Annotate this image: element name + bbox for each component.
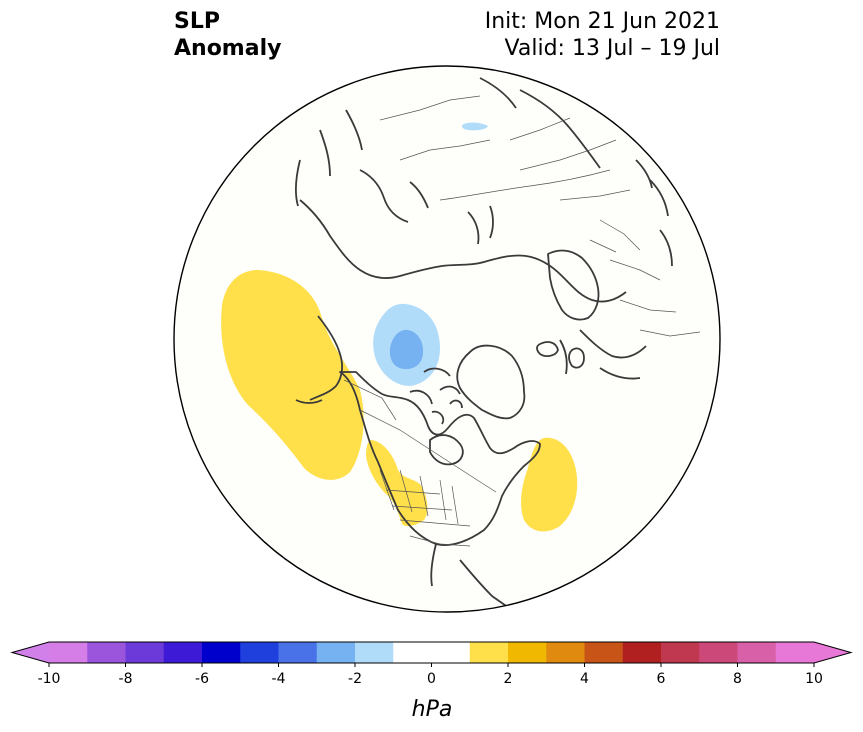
colorbar-tick-label: 10 [805, 671, 823, 687]
colorbar-segment [622, 642, 662, 663]
colorbar-segment [508, 642, 547, 663]
colorbar-segment [355, 642, 394, 663]
border-central-asia [509, 117, 631, 201]
border-us-canada [359, 409, 497, 493]
colorbar-tick-label: -8 [119, 671, 133, 687]
colorbar-segment [661, 642, 700, 663]
coast-mediterranean [635, 159, 673, 267]
map-title: SLP Anomaly [174, 8, 281, 62]
colorbar-tick-label: 2 [504, 671, 513, 687]
coast-novaya-zemlya [467, 205, 494, 245]
colorbar-tick-label: 0 [427, 671, 436, 687]
forecast-dates: Init: Mon 21 Jun 2021 Valid: 13 Jul – 19… [485, 8, 720, 62]
colorbar-segment [546, 642, 585, 663]
colorbar-tick-label: 8 [733, 671, 742, 687]
coast-east-asia [294, 109, 363, 207]
init-date: Init: Mon 21 Jun 2021 [484, 9, 720, 34]
colorbar-segment [278, 642, 318, 663]
coast-hudson-bay [429, 434, 464, 466]
coast-british-isles [568, 347, 585, 369]
title-line-2: Anomaly [174, 36, 282, 61]
coast-greenland [456, 344, 526, 420]
anomaly-beaufort-core [389, 329, 424, 370]
coast-eurasia-north [299, 199, 627, 303]
colorbar-segment [431, 642, 471, 663]
colorbar-tick-label: -4 [272, 671, 286, 687]
colorbar-segment [49, 642, 88, 663]
coast-north-america [339, 371, 541, 546]
coast-taimyr [359, 169, 429, 223]
colorbar-extend-low [12, 642, 49, 663]
coast-alaska [295, 315, 343, 404]
colorbar-segment [584, 642, 624, 663]
colorbar-tick-label: 6 [657, 671, 666, 687]
colorbar-tick-label: -2 [348, 671, 362, 687]
colorbar-segment [202, 642, 241, 663]
colorbar-tick-label: -10 [38, 671, 61, 687]
colorbar-segment [240, 642, 279, 663]
anomaly-nw-atlantic [521, 437, 578, 532]
globe-outline [173, 65, 721, 613]
anomaly-western-us [366, 440, 428, 527]
anomaly-eurasia-light [461, 122, 488, 131]
colorbar-tick-label: 4 [580, 671, 589, 687]
colorbar-segment [125, 642, 165, 663]
coast-iceland [536, 341, 559, 357]
colorbar-segment [87, 642, 126, 663]
colorbar-segment [163, 642, 203, 663]
border-us-states [379, 469, 471, 527]
globe-disk [174, 66, 720, 612]
title-line-1: SLP [174, 9, 220, 34]
coast-south-asia [479, 77, 601, 169]
colorbar-segment [393, 642, 432, 663]
colorbar-segment [316, 642, 356, 663]
colorbar-tick-label: -6 [195, 671, 209, 687]
colorbar: -10 -8 -6 -4 -2 0 2 4 6 8 10 [10, 641, 853, 687]
border-europe [589, 219, 701, 337]
colorbar-extend-high [814, 642, 851, 663]
anomaly-ne-pacific [221, 270, 364, 480]
colorbar-segment [775, 642, 815, 663]
border-alaska-canada [343, 379, 397, 421]
border-china [379, 95, 491, 161]
colorbar-segment [737, 642, 777, 663]
country-borders [343, 95, 701, 547]
valid-range: Valid: 13 Jul – 19 Jul [504, 36, 720, 61]
border-russia [439, 169, 611, 201]
coast-scandinavia [547, 249, 600, 321]
colorbar-segment [699, 642, 738, 663]
coast-europe [559, 329, 647, 380]
border-us-mexico [409, 535, 471, 547]
colorbar-segment [469, 642, 509, 663]
colorbar-unit-label: hPa [412, 697, 453, 722]
coast-canadian-islands [409, 367, 463, 425]
